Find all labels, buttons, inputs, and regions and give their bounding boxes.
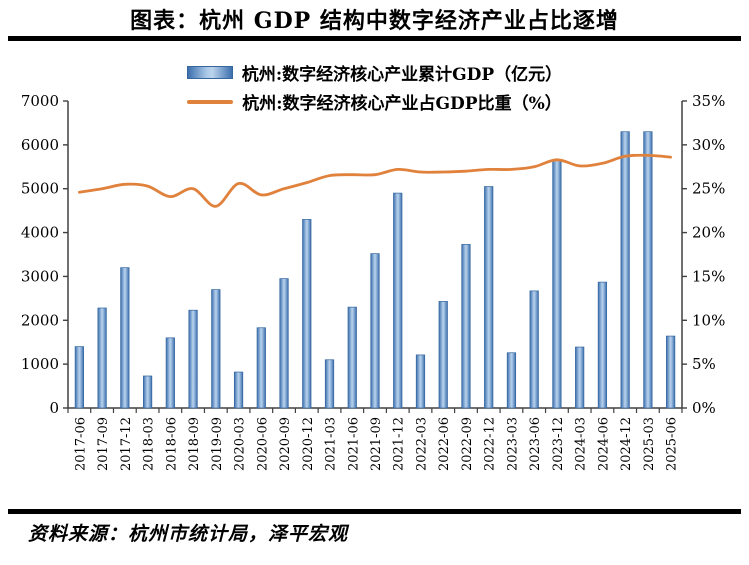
bar: [347, 306, 357, 409]
bar: [120, 267, 130, 409]
bar: [484, 186, 494, 409]
x-axis-tick-label: 2022-09: [460, 417, 475, 471]
x-axis-tick-label: 2018-09: [187, 417, 202, 471]
x-axis-tick-label: 2025-06: [665, 417, 680, 471]
y-axis-right-tick-label: 35%: [692, 92, 725, 110]
legend-label: 杭州:数字经济核心产业累计GDP（亿元）: [241, 65, 563, 85]
y-axis-left-tick-label: 7000: [21, 92, 59, 110]
x-axis-tick-label: 2021-12: [392, 417, 407, 471]
x-axis-tick-label: 2025-03: [642, 417, 657, 471]
y-axis-left-tick-label: 3000: [21, 267, 59, 285]
bar: [302, 219, 312, 409]
y-axis-left-tick-label: 5000: [21, 180, 59, 198]
x-axis-tick-label: 2021-06: [346, 417, 361, 471]
y-axis-left-tick-label: 2000: [21, 311, 59, 329]
bar: [575, 346, 585, 409]
x-axis-tick-label: 2017-06: [73, 417, 88, 471]
x-axis-tick-label: 2020-12: [301, 417, 316, 471]
x-axis-tick-label: 2019-09: [210, 417, 225, 471]
y-axis-right-tick-label: 20%: [692, 224, 725, 242]
x-axis-tick-label: 2020-09: [278, 417, 293, 471]
legend-item-ratio-line: 杭州:数字经济核心产业占GDP比重（%）: [187, 87, 562, 116]
ratio-line: [77, 153, 672, 208]
y-axis-right-tick-label: 0%: [692, 399, 716, 417]
bar: [415, 354, 426, 409]
x-axis-tick-label: 2022-12: [483, 417, 498, 471]
page-title: 图表：杭州 GDP 结构中数字经济产业占比逐增: [130, 8, 619, 34]
x-axis-tick-label: 2020-03: [233, 417, 248, 471]
bar: [438, 301, 448, 409]
title-divider: [8, 36, 741, 41]
y-axis-left-tick-label: 0: [49, 399, 59, 417]
bar: [461, 244, 471, 409]
bar: [620, 131, 630, 409]
bar: [165, 337, 175, 409]
chart-legend: 杭州:数字经济核心产业累计GDP（亿元） 杭州:数字经济核心产业占GDP比重（%…: [0, 58, 749, 116]
bar: [529, 290, 539, 409]
x-axis-tick-label: 2018-03: [142, 417, 157, 471]
y-axis-right-tick-label: 5%: [692, 355, 716, 373]
x-axis-tick-label: 2024-06: [596, 417, 611, 471]
bar: [74, 346, 84, 409]
x-axis-tick-label: 2017-12: [119, 417, 134, 471]
y-axis-right-tick-label: 10%: [692, 311, 725, 329]
bar: [142, 375, 153, 409]
x-axis-tick-label: 2017-09: [96, 417, 111, 471]
bar-series-swatch-icon: [186, 66, 233, 79]
legend-label: 杭州:数字经济核心产业占GDP比重（%）: [242, 94, 562, 114]
bar: [256, 327, 266, 409]
bar: [393, 192, 403, 409]
x-axis-tick-label: 2022-03: [414, 417, 429, 471]
bar: [597, 281, 608, 409]
source-note: 资料来源：杭州市统计局，泽平宏观: [28, 523, 349, 545]
x-axis-tick-label: 2021-09: [369, 417, 384, 471]
y-axis-left-tick-label: 4000: [21, 224, 59, 242]
y-axis-left-tick-label: 6000: [21, 136, 59, 154]
y-axis-right-tick-label: 30%: [692, 136, 725, 154]
bar: [97, 307, 107, 409]
y-axis-left-tick-label: 1000: [21, 355, 59, 373]
bar: [666, 335, 676, 409]
x-axis-tick-label: 2023-03: [505, 417, 520, 471]
y-axis-right-tick-label: 15%: [692, 267, 725, 285]
combo-chart: 0 1000 2000 3000 4000 5000 6000 7000 0% 5% 10% 15% 2…: [21, 92, 726, 471]
x-axis-tick-label: 2022-06: [437, 417, 452, 471]
x-axis-tick-label: 2021-03: [324, 417, 339, 471]
bar: [506, 352, 517, 409]
x-axis-tick-label: 2020-06: [255, 417, 270, 471]
footer-divider: [8, 509, 741, 514]
bar: [233, 371, 244, 409]
bar: [370, 253, 380, 409]
bar: [279, 278, 289, 409]
x-axis-tick-label: 2024-12: [619, 417, 634, 471]
line-series-swatch-icon: [187, 99, 234, 104]
bar: [552, 159, 562, 409]
bar: [324, 359, 335, 409]
bar: [643, 131, 653, 409]
x-axis-tick-label: 2024-03: [574, 417, 589, 471]
x-axis-tick-label: 2018-06: [164, 417, 179, 471]
x-axis-tick-label: 2023-06: [528, 417, 543, 471]
legend-item-gdp-bar: 杭州:数字经济核心产业累计GDP（亿元）: [186, 58, 563, 87]
y-axis-right-tick-label: 25%: [692, 180, 725, 198]
x-axis-tick-label: 2023-12: [551, 417, 566, 471]
bar: [188, 309, 198, 409]
bar: [211, 289, 221, 409]
